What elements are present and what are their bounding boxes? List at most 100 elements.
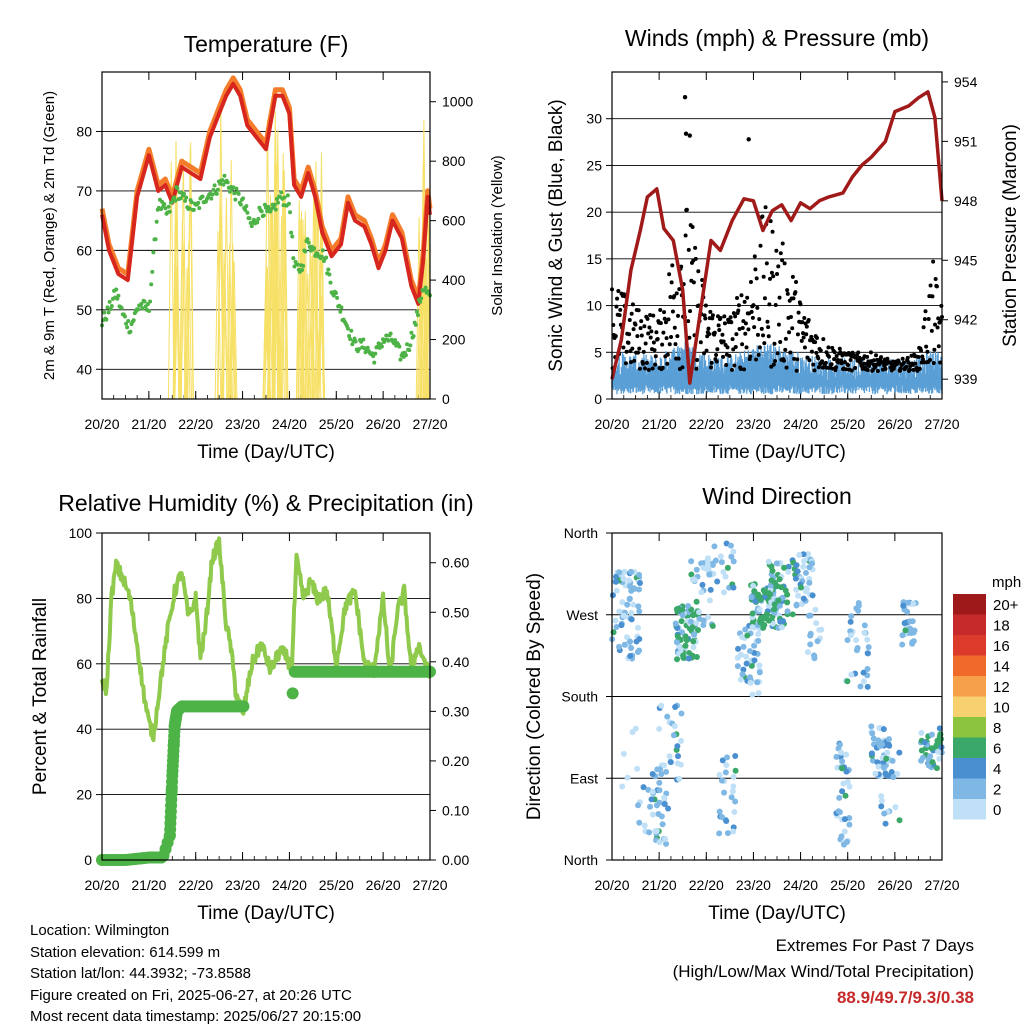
solar-spike: [420, 281, 428, 399]
gust-point: [614, 304, 619, 309]
solar-spike: [273, 178, 281, 399]
solar-spike: [307, 239, 314, 399]
dewpoint-point: [196, 200, 201, 205]
x-axis-label: Time (Day/UTC): [197, 442, 335, 463]
gust-point: [733, 345, 738, 350]
gust-point: [663, 320, 668, 325]
direction-point: [740, 666, 747, 673]
dewpoint-point: [184, 195, 189, 200]
gust-point: [677, 287, 682, 292]
direction-point: [843, 768, 850, 775]
direction-point: [865, 644, 872, 651]
direction-point: [688, 618, 695, 625]
legend-label: 6: [993, 741, 1001, 758]
y-tick-label: 5: [594, 344, 602, 360]
x-tick-label: 23/20: [225, 416, 260, 432]
direction-point: [878, 793, 885, 800]
speed-legend: mph 20+ 18 16 14 12 10 8 6 4 2 0: [953, 574, 1021, 820]
dewpoint-point: [148, 299, 153, 304]
direction-point: [613, 587, 620, 594]
direction-point: [648, 796, 655, 803]
x-tick-label: 20/20: [84, 416, 119, 432]
x-tick-label: 21/20: [131, 877, 166, 893]
direction-point: [880, 726, 887, 733]
plot-frame: [101, 532, 431, 861]
direction-point: [838, 833, 845, 840]
gust-point: [748, 354, 753, 359]
dewpoint-point: [347, 333, 352, 338]
dewpoint-point: [282, 195, 287, 200]
direction-point: [679, 607, 686, 614]
gust-point: [830, 345, 835, 350]
direction-point: [802, 569, 809, 576]
gust-point: [782, 261, 787, 266]
dewpoint-point: [365, 345, 370, 350]
legend-swatch: [953, 778, 986, 799]
dewpoint-point: [403, 353, 408, 358]
gust-point: [642, 324, 647, 329]
gust-point: [712, 330, 717, 335]
x-tick-label: 26/20: [366, 416, 401, 432]
direction-point: [629, 729, 636, 736]
direction-point: [875, 763, 882, 770]
gust-point: [778, 251, 783, 256]
direction-point: [737, 676, 744, 683]
gust-point: [920, 357, 925, 362]
dewpoint-point: [285, 193, 290, 198]
direction-point: [634, 765, 641, 772]
gust-point: [901, 360, 906, 365]
direction-point: [899, 641, 906, 648]
gust-point: [826, 345, 831, 350]
direction-point: [864, 650, 871, 657]
gust-point: [768, 276, 773, 281]
dewpoint-point: [324, 255, 329, 260]
y2-tick-label: 945: [954, 252, 978, 268]
direction-point: [755, 631, 762, 638]
gust-point: [783, 336, 788, 341]
x-tick-label: 24/20: [783, 416, 818, 432]
direction-point: [776, 576, 783, 583]
gust-point: [931, 259, 936, 264]
dewpoint-point: [191, 207, 196, 212]
direction-point: [879, 741, 886, 748]
wind-direction-chart: Wind Direction Time (Day/UTC) 20/20 21/20 22…: [524, 483, 960, 924]
gust-point: [832, 357, 837, 362]
gust-point: [664, 336, 669, 341]
gust-point: [801, 335, 806, 340]
direction-point: [635, 603, 642, 610]
dewpoint-point: [295, 262, 300, 267]
chart-title: Winds (mph) & Pressure (mb): [625, 25, 929, 51]
gust-point: [848, 357, 853, 362]
direction-point: [837, 753, 844, 760]
direction-point: [860, 678, 867, 685]
gust-point: [737, 326, 742, 331]
direction-point: [679, 612, 686, 619]
direction-point: [635, 802, 642, 809]
direction-point: [613, 624, 620, 631]
gust-point: [816, 365, 821, 370]
direction-point: [661, 762, 668, 769]
gust-point: [765, 319, 770, 324]
gust-point: [746, 327, 751, 332]
direction-point: [620, 612, 627, 619]
gust-point: [724, 362, 729, 367]
direction-point: [618, 622, 625, 629]
gust-point: [814, 350, 819, 355]
legend-swatch: [953, 676, 986, 697]
dewpoint-point: [106, 310, 111, 315]
y-tick-label: North: [564, 525, 598, 541]
direction-point: [691, 576, 698, 583]
gust-point: [821, 337, 826, 342]
precip-series: [96, 665, 436, 866]
gust-point: [757, 345, 762, 350]
gust-point: [780, 258, 785, 263]
direction-point: [613, 578, 620, 585]
direction-point: [816, 626, 823, 633]
gust-point: [637, 366, 642, 371]
gust-point: [695, 357, 700, 362]
solar-spike: [420, 119, 428, 399]
direction-point: [763, 613, 770, 620]
direction-point: [839, 765, 846, 772]
gust-point: [787, 330, 792, 335]
gust-point: [934, 284, 939, 289]
